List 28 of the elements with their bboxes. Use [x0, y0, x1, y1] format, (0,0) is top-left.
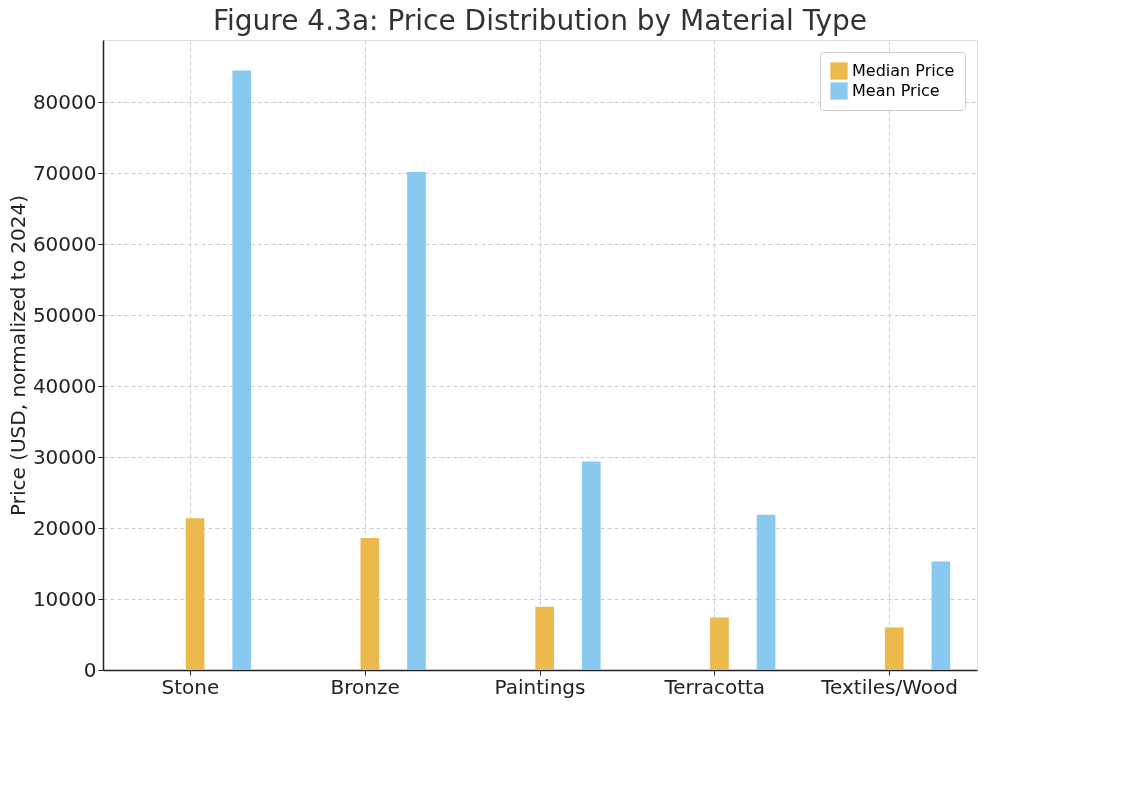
y-axis-title: Price (USD, normalized to 2024): [5, 194, 30, 517]
legend-label: Mean Price: [852, 81, 940, 100]
y-tick-label: 50000: [32, 302, 97, 327]
x-tick-label: Stone: [161, 674, 220, 699]
bar: [581, 461, 601, 670]
y-tick-label: 60000: [32, 231, 97, 256]
bar: [407, 171, 426, 670]
y-tick-label: 80000: [32, 89, 97, 114]
bar: [360, 538, 380, 670]
y-tick-label: 0: [83, 657, 97, 682]
y-tick-label: 10000: [32, 586, 97, 611]
bar: [884, 627, 904, 670]
x-tick-label: Terracotta: [663, 674, 766, 699]
x-tick-label: Paintings: [494, 674, 586, 699]
bar: [710, 617, 729, 670]
y-tick-label: 30000: [32, 444, 97, 469]
y-tick-label: 70000: [32, 160, 97, 185]
y-tick-label: 20000: [32, 515, 97, 540]
bar: [756, 514, 776, 670]
x-tick-label: Textiles/Wood: [820, 674, 958, 699]
chart-title: Figure 4.3a: Price Distribution by Material Type: [212, 4, 868, 37]
legend-label: Median Price: [852, 61, 955, 80]
y-tick-label: 40000: [32, 373, 97, 398]
bar: [535, 606, 554, 670]
x-tick-label: Bronze: [330, 674, 400, 699]
bar: [232, 70, 251, 670]
bar: [931, 561, 951, 670]
bar: [185, 518, 205, 670]
